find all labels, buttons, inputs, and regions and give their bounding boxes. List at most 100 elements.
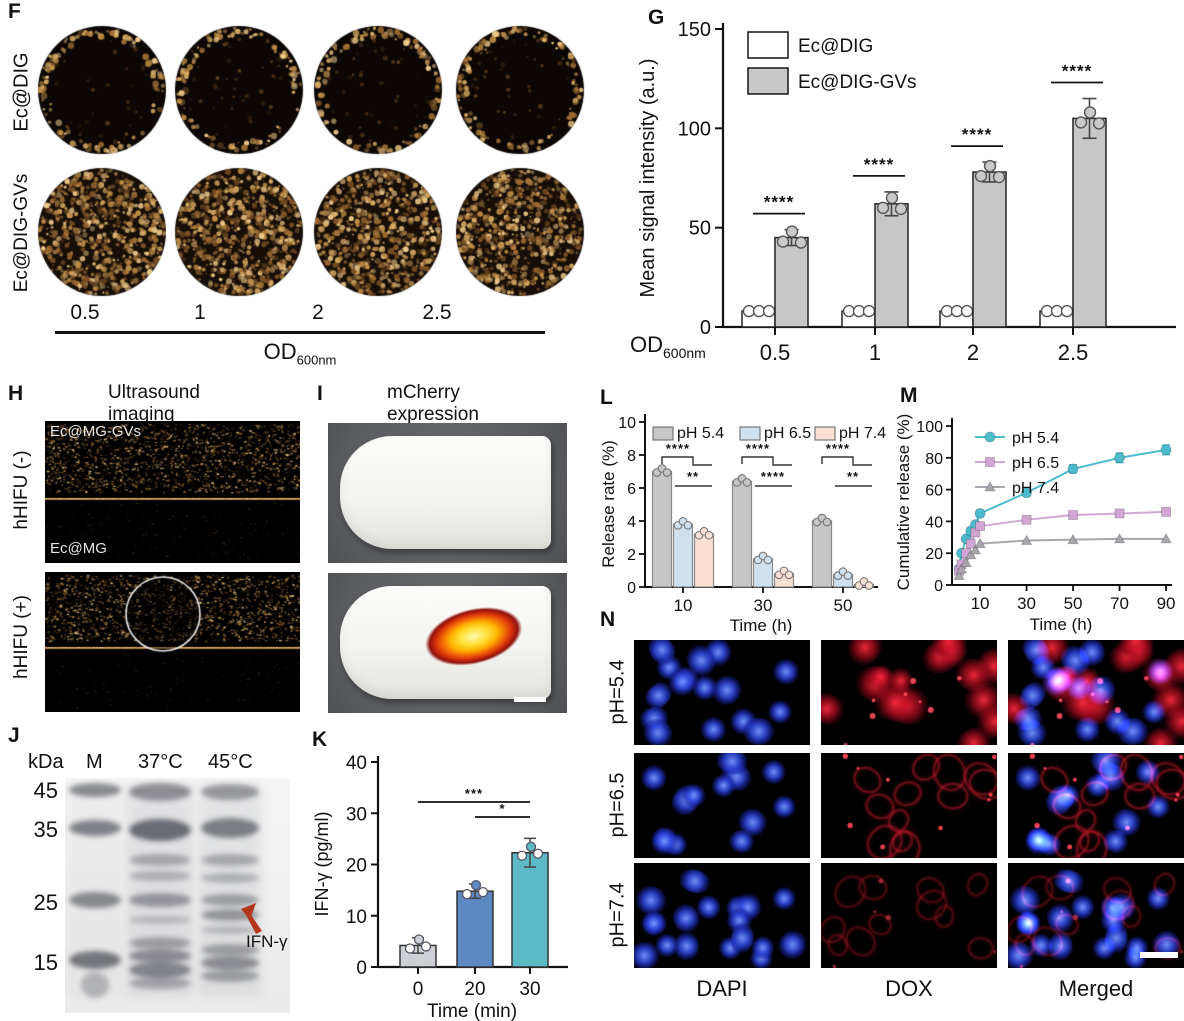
panel-n-label: N: [600, 608, 616, 631]
svg-text:OD600nm: OD600nm: [630, 332, 706, 361]
svg-text:*: *: [499, 801, 505, 816]
fluorescence-image-dapi: [634, 640, 810, 745]
svg-text:****: ****: [1062, 62, 1092, 81]
svg-text:10: 10: [674, 596, 693, 615]
ifn-gamma-annotation: IFN-γ: [246, 932, 288, 951]
gel-header-kda: kDa: [28, 751, 64, 773]
scale-bar: [1140, 952, 1178, 958]
svg-text:40: 40: [925, 514, 943, 531]
svg-text:Time (min): Time (min): [427, 1001, 517, 1021]
svg-text:****: ****: [826, 441, 850, 456]
svg-text:150: 150: [678, 19, 711, 41]
ifn-gamma-arrow-icon: [241, 903, 262, 934]
panel-i-label: I: [317, 382, 323, 405]
gel-header-marker: M: [86, 751, 103, 773]
ladder-15kda: 15: [33, 950, 58, 975]
svg-text:30: 30: [519, 979, 540, 1000]
svg-text:****: ****: [746, 441, 770, 456]
svg-text:Ec@DIG-GVs: Ec@DIG-GVs: [798, 72, 917, 93]
svg-text:0.5: 0.5: [760, 340, 791, 365]
svg-text:100: 100: [678, 118, 711, 140]
axis-line: [55, 331, 545, 334]
panel-m: M 0 20 40 60 80 100 10 30 50 70 90 pH 5.4 pH 6.5 pH 7…: [894, 380, 1184, 638]
panel-h-row-label-hhifu-minus: hHIFU (-): [11, 450, 32, 530]
panel-g-label: G: [648, 6, 665, 29]
od-tick-label: 2.5: [422, 301, 452, 324]
column-label-dox: DOX: [885, 976, 933, 1001]
ladder-35kda: 35: [33, 817, 58, 842]
svg-text:**: **: [687, 469, 699, 484]
ultrasound-well-image: [455, 167, 585, 297]
ultrasound-scan-image: [45, 572, 300, 712]
gel-header-37c: 37°C: [138, 751, 183, 773]
fluorescence-image-dapi: [634, 753, 810, 858]
panel-f-row-label-ecdig: Ec@DIG: [10, 52, 33, 132]
svg-text:100: 100: [916, 419, 943, 436]
panel-f: F Ec@DIG Ec@DIG-GVs 0.5 1 2 2.5 OD600nm: [0, 0, 620, 378]
ultrasound-scan-image: Ec@MG-GVs Ec@MG: [45, 421, 300, 563]
svg-text:10: 10: [346, 907, 367, 928]
hydrogel-block: [340, 436, 551, 549]
svg-text:pH 7.4: pH 7.4: [1012, 480, 1059, 497]
svg-text:****: ****: [962, 125, 992, 144]
od-tick-label: 1: [194, 301, 206, 324]
panel-n: N pH=5.4 pH=6.5 pH=7.4 DAPI DOX Merged: [600, 608, 1184, 1021]
svg-text:30: 30: [346, 804, 367, 825]
svg-text:20: 20: [925, 546, 943, 563]
fluorescence-image-merged: [1008, 640, 1184, 745]
svg-text:90: 90: [1157, 594, 1176, 613]
svg-text:0: 0: [627, 580, 636, 597]
svg-text:1: 1: [869, 340, 881, 365]
panel-l-label: L: [600, 386, 613, 409]
svg-text:80: 80: [925, 451, 943, 468]
ultrasound-scan-canvas: [45, 421, 300, 563]
od-axis-label: OD600nm: [264, 339, 337, 367]
svg-text:pH 6.5: pH 6.5: [764, 425, 811, 442]
panel-k-label: K: [312, 728, 328, 751]
gel-photo-control: [328, 423, 567, 563]
svg-text:2.5: 2.5: [1058, 340, 1089, 365]
svg-text:pH 5.4: pH 5.4: [677, 425, 724, 442]
ultrasound-well-image: [313, 167, 443, 297]
fluorescence-image-dox: [821, 640, 997, 745]
svg-text:8: 8: [627, 448, 636, 465]
panel-i: I mCherry expression: [315, 380, 570, 720]
fluorescence-image-dox: [821, 753, 997, 858]
svg-text:pH 6.5: pH 6.5: [1012, 455, 1059, 472]
ultrasound-well-image: [455, 25, 585, 155]
svg-text:****: ****: [666, 441, 690, 456]
svg-text:30: 30: [754, 596, 773, 615]
panel-m-label: M: [900, 384, 918, 407]
svg-text:IFN-γ (pg/ml): IFN-γ (pg/ml): [312, 812, 332, 917]
od-axis-label-sub: 600nm: [296, 352, 337, 368]
ultrasound-well-image: [37, 25, 167, 155]
svg-text:50: 50: [834, 596, 853, 615]
svg-text:0: 0: [700, 317, 711, 339]
fluorescence-image-dox: [821, 863, 997, 968]
bar-chart-mean-signal-intensity: 0 50 100 150 **** 0.5 **** 1 **** 2 **** 2.5 Ec@DIG E…: [630, 19, 1176, 365]
ladder-25kda: 25: [33, 890, 58, 915]
gel-header-45c: 45°C: [208, 751, 253, 773]
svg-text:40: 40: [346, 753, 367, 774]
svg-text:***: ***: [465, 786, 483, 801]
od-axis-label-main: OD: [263, 339, 297, 364]
panel-i-title: mCherry expression: [387, 382, 479, 425]
fluorescence-image-merged: [1008, 863, 1184, 968]
svg-text:50: 50: [1064, 594, 1083, 613]
svg-text:6: 6: [627, 481, 636, 498]
ladder-45kda: 45: [33, 778, 58, 803]
scale-bar: [514, 697, 546, 702]
svg-text:Cumulative release (%): Cumulative release (%): [895, 414, 913, 591]
svg-text:20: 20: [346, 856, 367, 877]
svg-text:**: **: [847, 469, 859, 484]
panel-j-label: J: [8, 724, 20, 747]
sample-label-ecmg: Ec@MG: [50, 540, 107, 557]
svg-text:50: 50: [689, 218, 711, 240]
ultrasound-well-image: [37, 167, 167, 297]
svg-text:70: 70: [1110, 594, 1129, 613]
column-label-dapi: DAPI: [696, 976, 748, 1001]
svg-text:Release rate (%): Release rate (%): [600, 440, 618, 568]
svg-text:Time (h): Time (h): [1030, 615, 1093, 634]
